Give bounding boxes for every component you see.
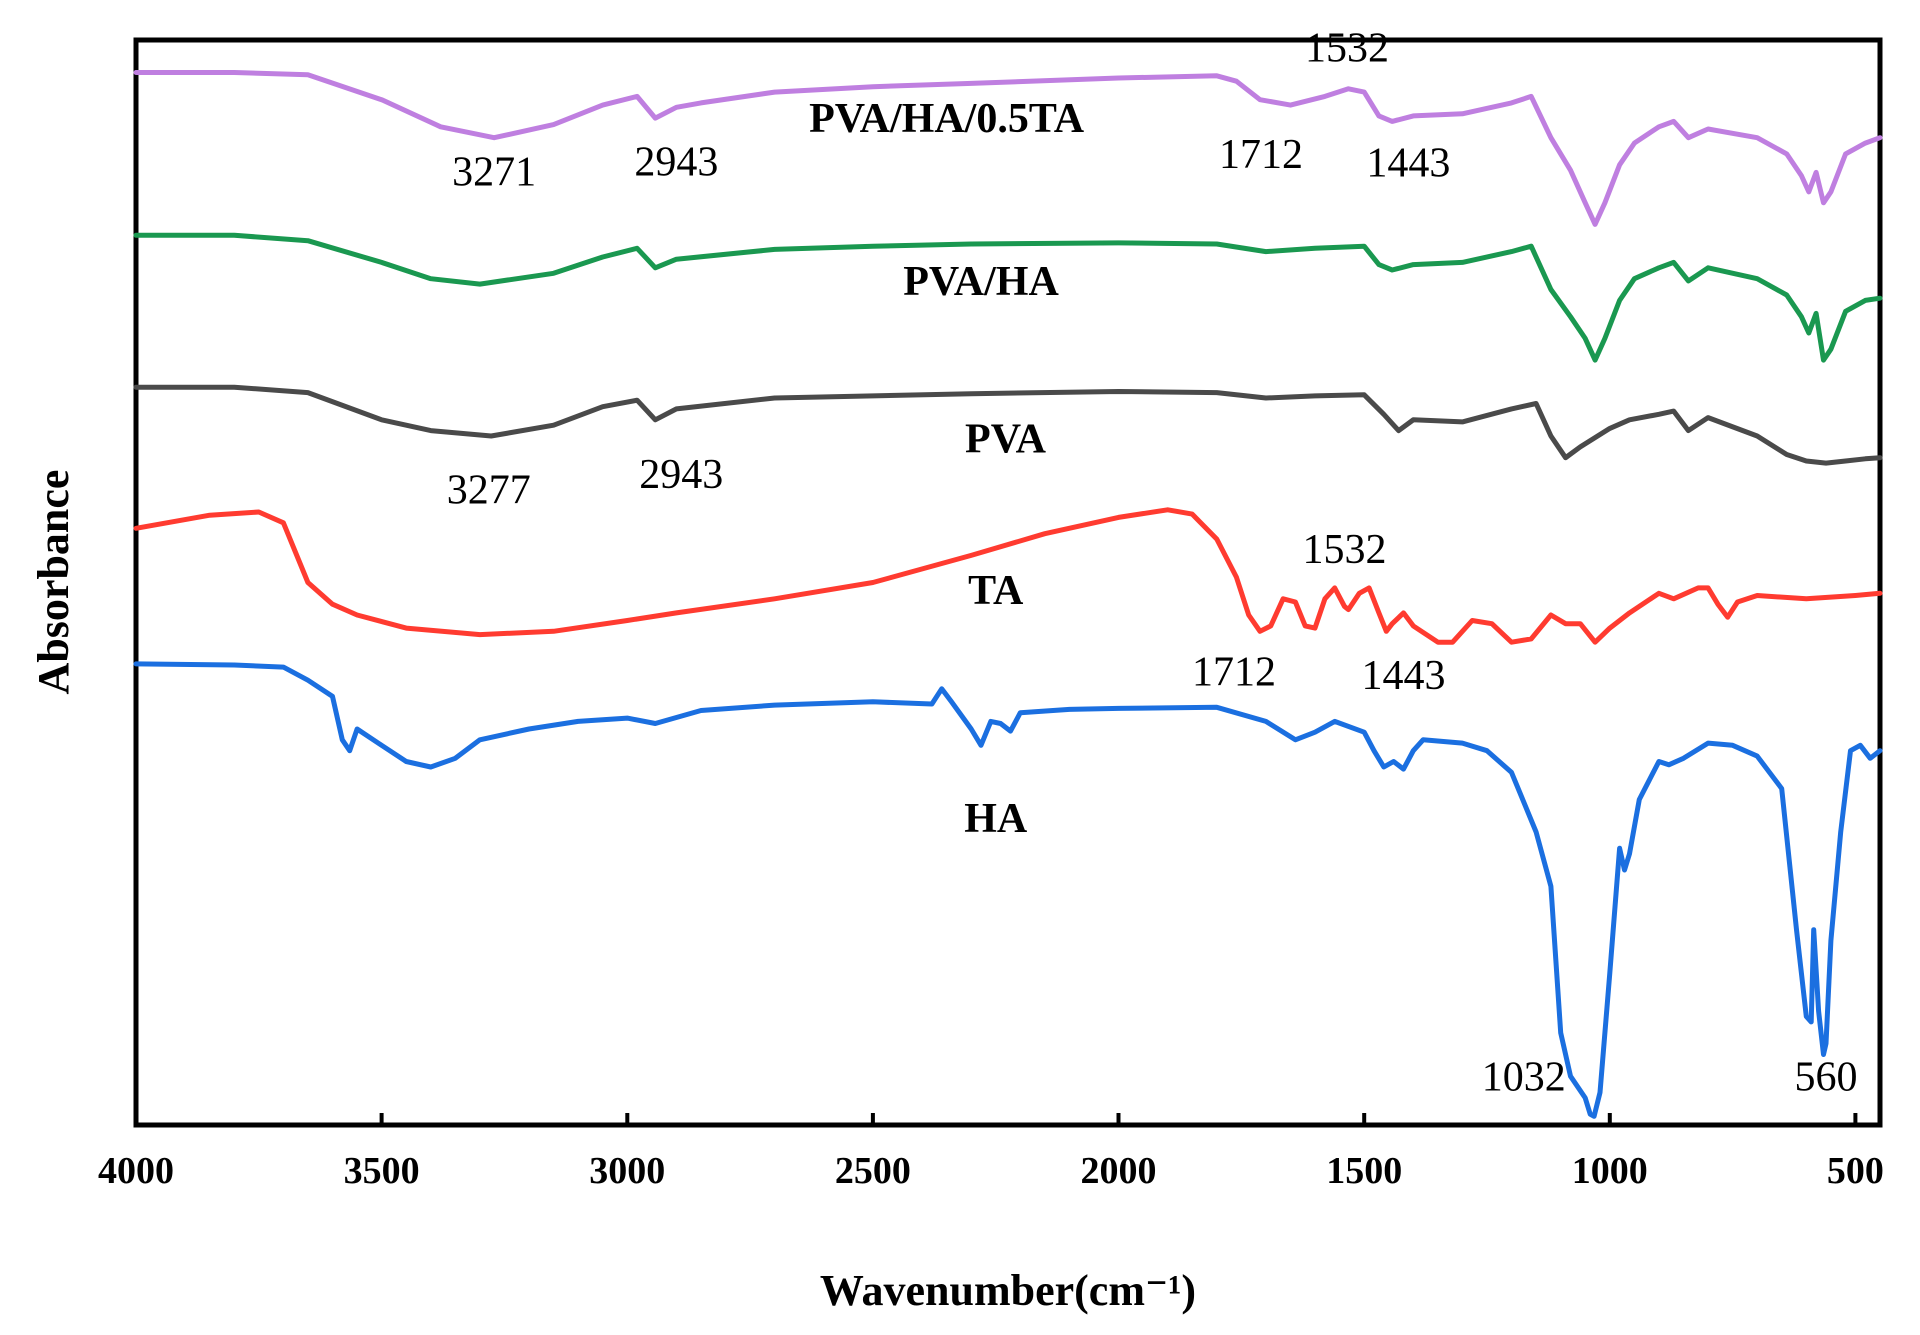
peak-annotation: 1532 bbox=[1303, 527, 1387, 573]
peak-annotation: 3277 bbox=[447, 467, 531, 513]
x-axis-title: Wavenumber(cm⁻¹) bbox=[820, 1266, 1196, 1315]
series-line-pva-ha bbox=[133, 232, 1883, 363]
peak-annotation: 1712 bbox=[1192, 650, 1276, 696]
series-line-ta bbox=[133, 507, 1883, 645]
x-tick-label: 1000 bbox=[1572, 1150, 1648, 1192]
series-label-ta: TA bbox=[968, 568, 1024, 614]
peak-annotation: 1443 bbox=[1366, 141, 1450, 187]
series-line-pva bbox=[133, 384, 1883, 466]
series-label-ha: HA bbox=[964, 796, 1028, 842]
x-tick-label: 2500 bbox=[835, 1150, 911, 1192]
peak-annotation: 3271 bbox=[452, 149, 536, 195]
x-tick-label: 500 bbox=[1827, 1150, 1884, 1192]
x-tick-label: 4000 bbox=[98, 1150, 174, 1192]
series-label-pva-ha-0-5ta: PVA/HA/0.5TA bbox=[809, 96, 1085, 142]
series-layer bbox=[133, 70, 1883, 1119]
x-axis-ticks: 4000 3500 3000 2500 2000 1500 1000 500 bbox=[98, 1113, 1884, 1192]
series-label-pva-ha: PVA/HA bbox=[903, 259, 1059, 305]
peak-annotation: 2943 bbox=[639, 452, 723, 498]
x-tick-label: 1500 bbox=[1326, 1150, 1402, 1192]
series-labels: PVA/HA/0.5TA PVA/HA PVA TA HA bbox=[809, 96, 1085, 842]
peak-annotation: 560 bbox=[1795, 1054, 1858, 1100]
plot-frame bbox=[133, 37, 1883, 1128]
peak-annotation: 1443 bbox=[1362, 653, 1446, 699]
peak-annotation: 1712 bbox=[1219, 132, 1303, 178]
series-line-pva-ha-0-5ta bbox=[133, 70, 1883, 227]
series-line-ha bbox=[133, 661, 1883, 1119]
series-label-pva: PVA bbox=[965, 416, 1047, 462]
peak-annotations: 3271 2943 1712 1443 1532 3277 2943 1532 1712 1443… bbox=[447, 26, 1858, 1101]
peak-annotation: 1032 bbox=[1482, 1054, 1566, 1100]
peak-annotation: 2943 bbox=[634, 140, 718, 186]
x-tick-label: 3000 bbox=[589, 1150, 665, 1192]
peak-annotation: 1532 bbox=[1305, 26, 1389, 72]
y-axis-title: Absorbance bbox=[29, 470, 78, 695]
x-tick-label: 2000 bbox=[1081, 1150, 1157, 1192]
x-tick-label: 3500 bbox=[344, 1150, 420, 1192]
